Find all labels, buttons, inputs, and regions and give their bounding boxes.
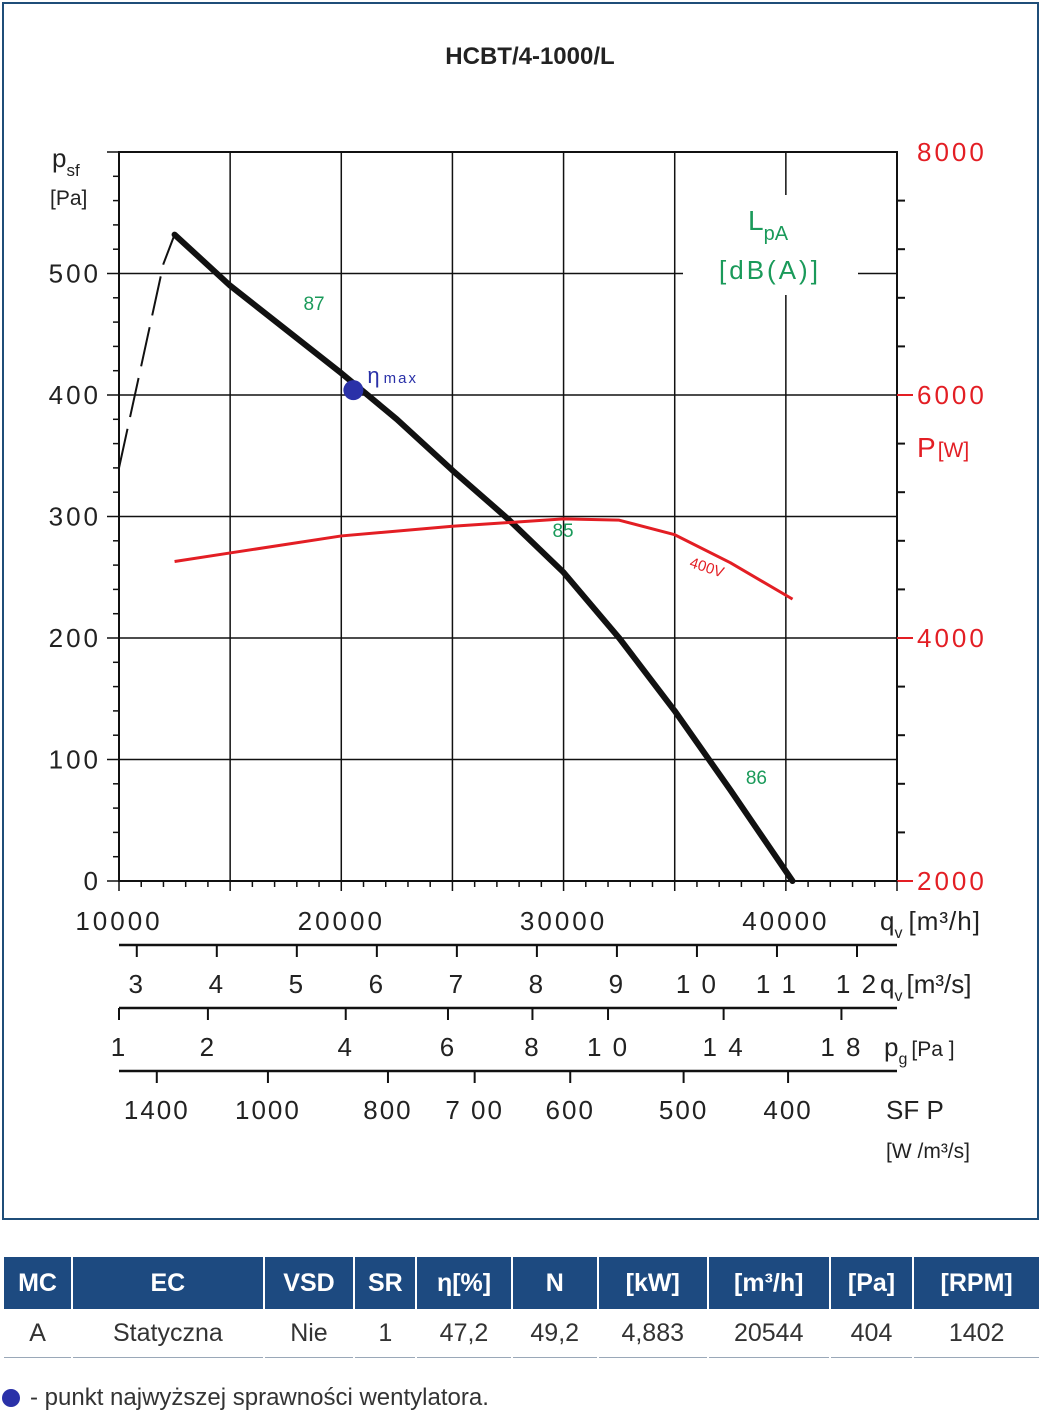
scale-label-qv-m3s: 3 — [129, 969, 145, 999]
noise-annotation: 87 — [303, 294, 324, 315]
scale-label-sfp: 800 — [363, 1095, 412, 1125]
scale-label-pg: 1 4 — [703, 1032, 745, 1062]
scale-label-sfp: 400 — [763, 1095, 812, 1125]
scale-label-pg: 6 — [440, 1032, 456, 1062]
right-tick-label: 2000 — [917, 866, 987, 896]
tick-labels: 0 100 200 300 400 500 2000 4000 6000 8000 10000 200… — [49, 137, 987, 936]
right-axis-title: P[W] — [917, 432, 969, 463]
x-axis-title: qv [m³/h] — [880, 906, 981, 942]
scale-label-sfp: 7 00 — [445, 1095, 504, 1125]
spec-table: MC EC VSD SR η[%] N [kW] [m³/h] [Pa] [RPM] A Staty… — [2, 1257, 1041, 1358]
scale-label-pg: 1 — [111, 1032, 127, 1062]
table-header-cell: [m³/h] — [708, 1257, 829, 1309]
scale-label-qv-m3s: 6 — [369, 969, 385, 999]
scale-title-sfp: SF P — [886, 1095, 944, 1125]
scale-label-pg: 8 — [524, 1032, 540, 1062]
table-cell: 1 — [355, 1309, 416, 1358]
table-cell: 404 — [830, 1309, 913, 1358]
noise-legend-box — [683, 195, 858, 295]
table-header-cell: EC — [73, 1257, 263, 1309]
x-tick-label: 40000 — [742, 906, 829, 936]
table-cell: 49,2 — [512, 1309, 597, 1358]
scale-label-pg: 4 — [337, 1032, 353, 1062]
noise-label: LpA — [748, 205, 789, 245]
scale-label-sfp: 500 — [659, 1095, 708, 1125]
pressure-curve-unstable — [118, 234, 176, 469]
spec-table-row: A Statyczna Nie 1 47,2 49,2 4,883 20544 404 1402 — [4, 1309, 1039, 1358]
scale-title-qv-m3s: qv [m³/s] — [880, 969, 971, 1005]
x-tick-label: 30000 — [520, 906, 607, 936]
scale-label-sfp: 600 — [546, 1095, 595, 1125]
left-tick-label: 500 — [49, 259, 101, 289]
scale-label-sfp: 1000 — [235, 1095, 301, 1125]
x-tick-label: 10000 — [75, 906, 162, 936]
scale-label-qv-m3s: 7 — [449, 969, 465, 999]
scale-label-qv-m3s: 1 2 — [836, 969, 878, 999]
left-tick-label: 100 — [49, 745, 101, 775]
eta-max-marker-icon — [2, 1389, 20, 1407]
scale-label-qv-m3s: 1 0 — [676, 969, 718, 999]
power-curve — [174, 517, 794, 601]
chart-frame — [2, 2, 1039, 1220]
scale-label-pg: 1 0 — [587, 1032, 629, 1062]
scale-label-qv-m3s: 8 — [529, 969, 545, 999]
right-tick-label: 6000 — [917, 380, 987, 410]
left-tick-label: 400 — [49, 380, 101, 410]
scale-label-pg: 2 — [200, 1032, 216, 1062]
table-header-cell: η[%] — [417, 1257, 511, 1309]
table-cell: Statyczna — [73, 1309, 263, 1358]
eta-max-point — [343, 380, 364, 401]
table-cell: A — [4, 1309, 72, 1358]
scale-label-sfp: 1400 — [124, 1095, 190, 1125]
scale-label-qv-m3s: 5 — [289, 969, 305, 999]
x-tick-label: 20000 — [298, 906, 385, 936]
left-axis-unit: [Pa] — [50, 187, 87, 210]
table-header-cell: SR — [355, 1257, 416, 1309]
table-header-cell: [kW] — [598, 1257, 707, 1309]
right-tick-label: 8000 — [917, 137, 987, 167]
table-cell: 1402 — [914, 1309, 1039, 1358]
axis-ticks — [107, 151, 913, 891]
chart-title: HCBT/4-1000/L — [445, 43, 614, 70]
footnote: - punkt najwyższej sprawności wentylator… — [2, 1384, 489, 1412]
table-header-cell: MC — [4, 1257, 72, 1309]
left-tick-label: 300 — [49, 502, 101, 532]
table-cell: 20544 — [708, 1309, 829, 1358]
noise-annotation: 86 — [746, 768, 767, 789]
secondary-scales: 3 4 5 6 7 8 9 1 0 1 1 1 2 qv [m³/s] 1 2 4 6 8 1 0 1 4 1 8 pg… — [111, 943, 971, 1163]
table-header-cell: [RPM] — [914, 1257, 1039, 1309]
table-cell: 47,2 — [417, 1309, 511, 1358]
noise-unit: [dB(A)] — [719, 255, 821, 285]
scale-unit-sfp: [W /m³/s] — [886, 1140, 970, 1163]
footnote-text: - punkt najwyższej sprawności wentylator… — [30, 1384, 489, 1411]
table-header-cell: VSD — [264, 1257, 354, 1309]
pressure-curve — [171, 231, 796, 884]
table-cell: 4,883 — [598, 1309, 707, 1358]
scale-label-qv-m3s: 1 1 — [756, 969, 798, 999]
right-tick-label: 4000 — [917, 623, 987, 653]
left-tick-label: 0 — [84, 866, 101, 896]
table-cell: Nie — [264, 1309, 354, 1358]
table-header-cell: [Pa] — [830, 1257, 913, 1309]
scale-label-qv-m3s: 9 — [609, 969, 625, 999]
scale-label-qv-m3s: 4 — [209, 969, 225, 999]
table-header-cell: N — [512, 1257, 597, 1309]
spec-table-header: MC EC VSD SR η[%] N [kW] [m³/h] [Pa] [RPM] — [4, 1257, 1039, 1309]
scale-title-pg: pg [Pa ] — [884, 1032, 955, 1068]
left-tick-label: 200 — [49, 623, 101, 653]
left-axis-title: psf — [52, 143, 80, 180]
eta-max-label: η max — [367, 363, 418, 388]
scale-label-pg: 1 8 — [820, 1032, 862, 1062]
noise-annotation: 85 — [552, 521, 573, 542]
